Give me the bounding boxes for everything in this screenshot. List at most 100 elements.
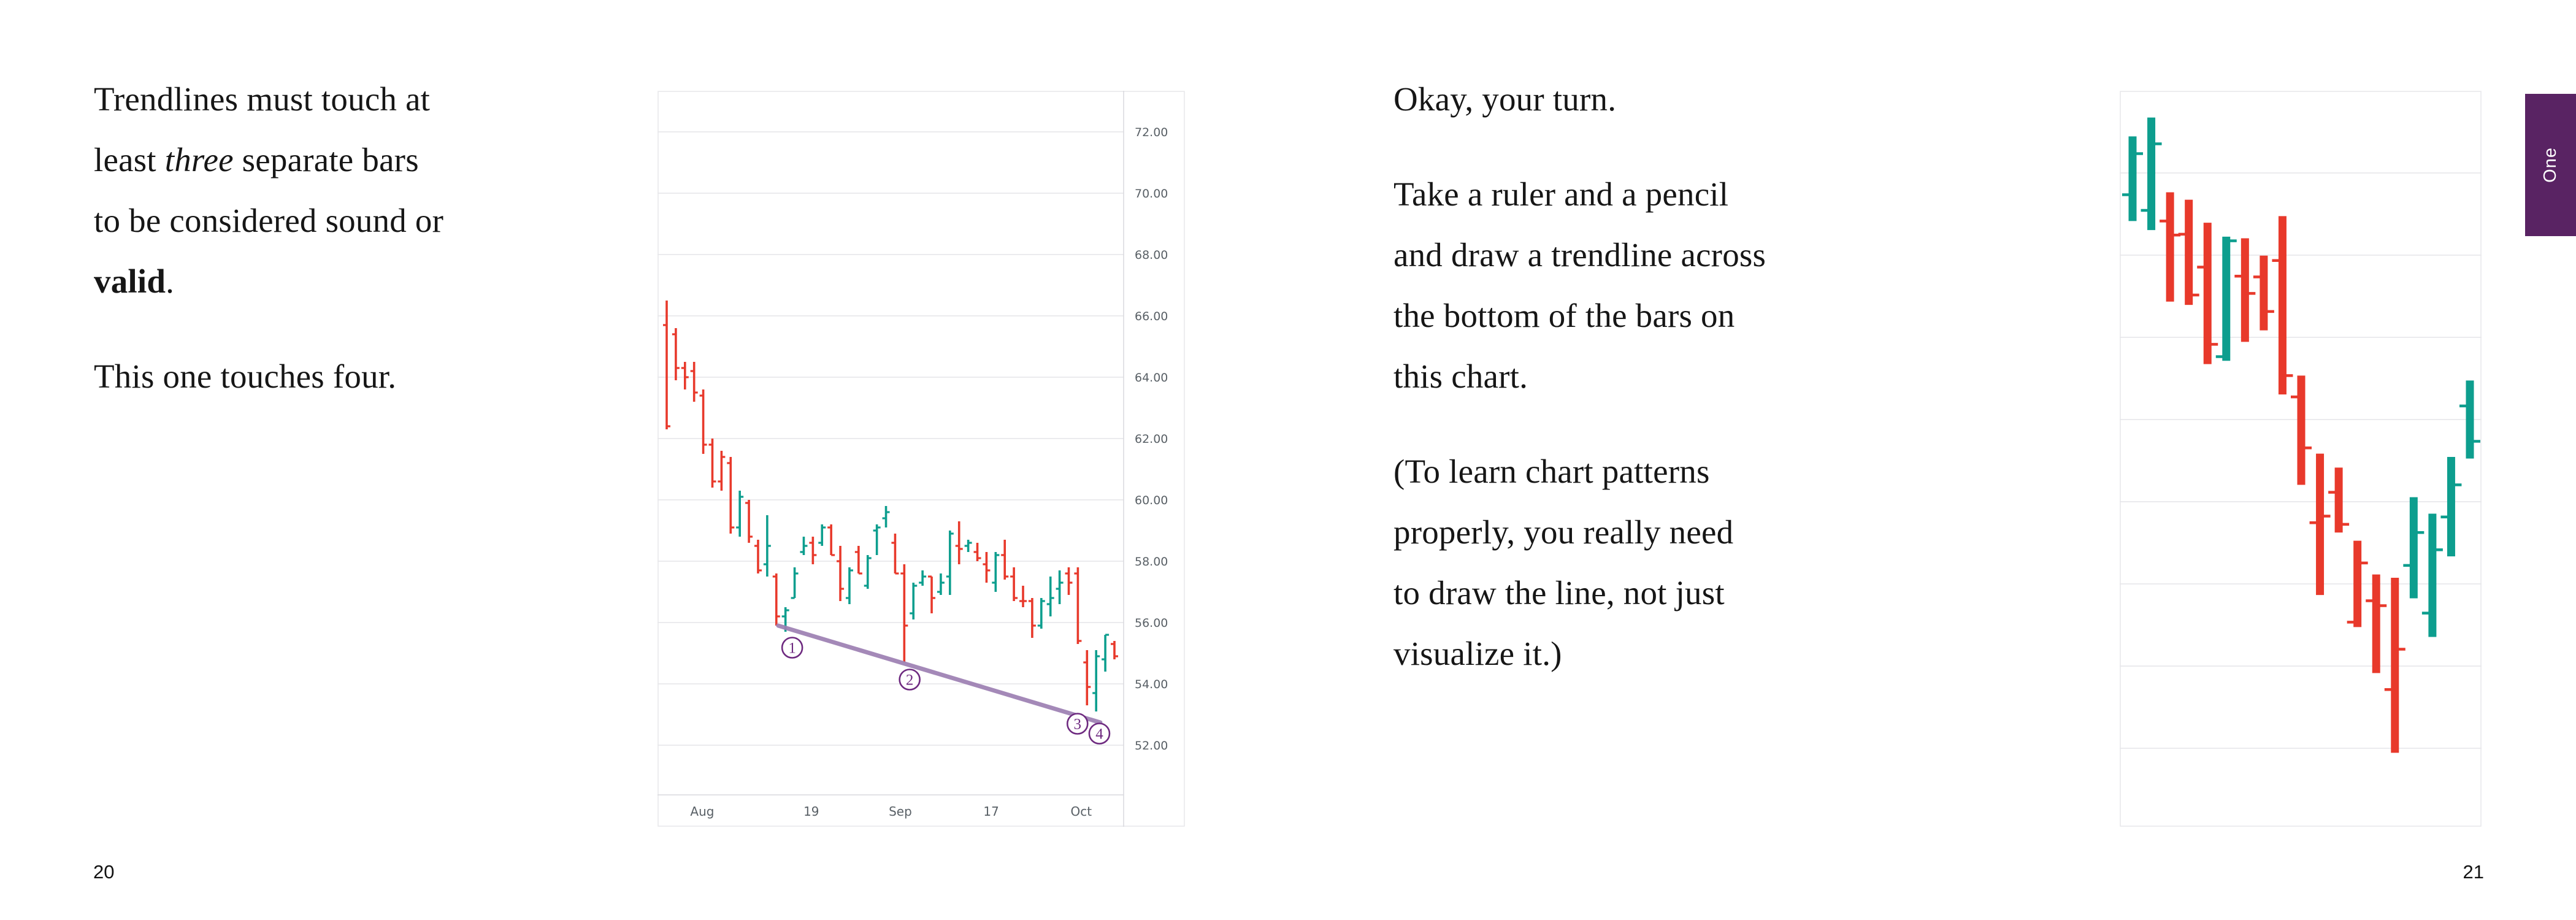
ohlc-bar bbox=[699, 389, 707, 454]
ohlc-bar bbox=[2122, 136, 2143, 221]
paragraph: Trendlines must touch at least three sepa… bbox=[94, 80, 444, 300]
svg-text:3: 3 bbox=[1074, 716, 1082, 733]
page-number-right: 21 bbox=[2463, 861, 2484, 883]
ohlc-bar bbox=[772, 573, 780, 626]
ohlc-bar bbox=[864, 555, 872, 589]
ohlc-bar bbox=[708, 439, 716, 488]
ohlc-bar bbox=[818, 524, 826, 546]
y-axis-label: 58.00 bbox=[1135, 555, 1168, 569]
y-axis-label: 68.00 bbox=[1135, 248, 1168, 262]
ohlc-bar bbox=[992, 552, 1000, 592]
paragraph: (To learn chart patterns properly, you re… bbox=[1393, 453, 1734, 672]
ohlc-bar bbox=[983, 552, 991, 583]
paragraph: Take a ruler and a pencil and draw a tren… bbox=[1393, 175, 1766, 395]
ohlc-bar bbox=[891, 534, 899, 575]
ohlc-bar bbox=[973, 543, 981, 561]
ohlc-bar bbox=[1111, 641, 1118, 659]
ohlc-bar bbox=[672, 328, 680, 380]
ohlc-bar bbox=[727, 457, 735, 534]
svg-text:1: 1 bbox=[788, 640, 796, 657]
ohlc-bar bbox=[964, 540, 972, 552]
x-axis-label: 19 bbox=[803, 804, 819, 819]
page-number-left: 20 bbox=[93, 861, 115, 883]
y-axis-label: 72.00 bbox=[1135, 126, 1168, 139]
ohlc-bar bbox=[718, 451, 726, 491]
svg-text:4: 4 bbox=[1095, 726, 1103, 743]
right-page-body-text: Okay, your turn. Take a ruler and a penci… bbox=[1393, 69, 1995, 718]
ohlc-bar bbox=[663, 301, 670, 429]
ohlc-bar bbox=[2141, 117, 2162, 231]
ohlc-bar bbox=[1010, 567, 1018, 601]
left-page-body-text: Trendlines must touch at least three sepa… bbox=[94, 69, 695, 441]
ohlc-bar bbox=[827, 524, 835, 556]
ohlc-bar bbox=[946, 531, 954, 595]
ohlc-bar bbox=[763, 515, 771, 577]
practice-chart bbox=[2120, 91, 2482, 827]
ohlc-bar bbox=[2403, 497, 2425, 599]
y-axis-label: 62.00 bbox=[1135, 432, 1168, 446]
trendline-example-chart: 72.00 70.00 68.00 66.00 64.00 62.00 60.00 58.00… bbox=[657, 91, 1185, 827]
ohlc-bar bbox=[2253, 255, 2274, 331]
paragraph: This one touches four. bbox=[94, 358, 397, 395]
ohlc-bar bbox=[2347, 540, 2368, 627]
ohlc-bar bbox=[1102, 634, 1110, 672]
ohlc-bar bbox=[2384, 577, 2405, 753]
ohlc-bar bbox=[2366, 574, 2387, 673]
y-axis-label: 60.00 bbox=[1135, 494, 1168, 507]
y-axis-label: 52.00 bbox=[1135, 739, 1168, 753]
ohlc-bar bbox=[2291, 375, 2312, 485]
x-axis-label: Sep bbox=[889, 804, 912, 819]
ohlc-bar bbox=[845, 567, 853, 604]
trendline bbox=[776, 623, 1103, 725]
x-axis-label: Aug bbox=[690, 804, 714, 819]
ohlc-bar bbox=[754, 540, 762, 573]
ohlc-bar bbox=[854, 546, 862, 575]
touch-marker-4: 4 bbox=[1088, 723, 1111, 745]
chart-border bbox=[2120, 91, 2482, 827]
y-axis-label: 66.00 bbox=[1135, 310, 1168, 323]
ohlc-bar bbox=[2160, 192, 2181, 302]
ohlc-bar bbox=[681, 362, 689, 389]
ohlc-bar bbox=[1092, 650, 1100, 711]
ohlc-bar bbox=[1065, 567, 1073, 595]
ohlc-bar bbox=[1001, 540, 1009, 580]
ohlc-bar bbox=[837, 546, 845, 601]
ohlc-bar bbox=[809, 537, 817, 564]
ohlc-bar bbox=[937, 573, 945, 595]
svg-text:2: 2 bbox=[906, 672, 914, 689]
ohlc-bar bbox=[791, 567, 799, 599]
ohlc-bar bbox=[919, 570, 927, 586]
ohlc-bar bbox=[800, 537, 808, 555]
trendline-example-chart-svg: 72.00 70.00 68.00 66.00 64.00 62.00 60.00 58.00… bbox=[657, 91, 1185, 827]
touch-marker-2: 2 bbox=[899, 669, 921, 691]
ohlc-bar bbox=[1083, 650, 1091, 705]
ohlc-bar bbox=[910, 583, 918, 619]
ohlc-bar bbox=[2421, 513, 2443, 637]
y-axis-label: 54.00 bbox=[1135, 678, 1168, 691]
ohlc-bar bbox=[1074, 567, 1082, 644]
x-axis-label: Oct bbox=[1071, 804, 1092, 819]
ohlc-bar bbox=[873, 524, 881, 555]
ohlc-bar bbox=[1037, 598, 1045, 629]
paragraph: Okay, your turn. bbox=[1393, 80, 1617, 118]
ohlc-bar bbox=[928, 575, 936, 613]
ohlc-bar bbox=[1056, 570, 1064, 604]
ohlc-bar bbox=[736, 491, 744, 537]
ohlc-bar bbox=[2272, 216, 2293, 395]
ohlc-bar bbox=[745, 500, 753, 543]
chapter-tab-label: One bbox=[2540, 147, 2560, 183]
touch-marker-1: 1 bbox=[781, 637, 803, 659]
ohlc-bar bbox=[2215, 236, 2237, 361]
practice-chart-svg bbox=[2120, 91, 2482, 827]
ohlc-bar bbox=[900, 564, 908, 662]
y-axis-label: 64.00 bbox=[1135, 371, 1168, 385]
ohlc-bar bbox=[2197, 223, 2218, 364]
chapter-tab: One bbox=[2525, 94, 2576, 236]
ohlc-bar bbox=[2328, 467, 2350, 533]
x-axis-label: 17 bbox=[983, 804, 999, 819]
ohlc-bar bbox=[1028, 598, 1036, 638]
ohlc-bar bbox=[1019, 586, 1027, 607]
ohlc-bar bbox=[2440, 457, 2462, 557]
ohlc-bar bbox=[2178, 199, 2199, 305]
y-axis-label: 56.00 bbox=[1135, 616, 1168, 630]
